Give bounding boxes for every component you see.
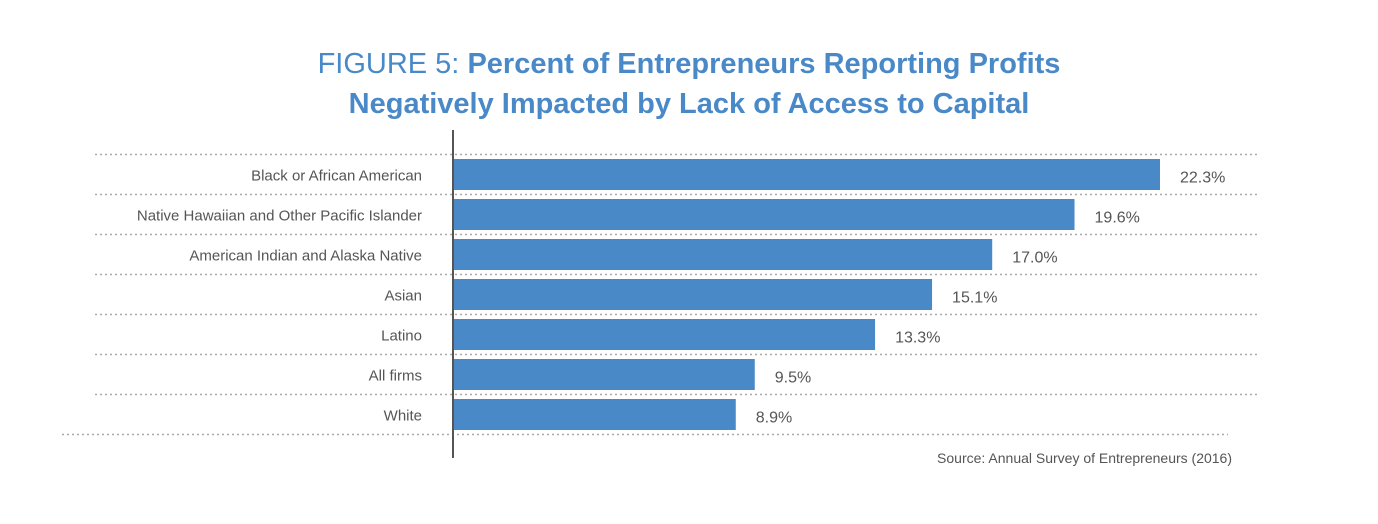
- value-label: 13.3%: [895, 330, 940, 347]
- value-label: 8.9%: [756, 410, 792, 427]
- category-label: Black or African American: [251, 168, 422, 185]
- bars: [454, 159, 1160, 430]
- source-note: Source: Annual Survey of Entrepreneurs (…: [937, 450, 1232, 466]
- figure-label: FIGURE 5:: [317, 48, 460, 80]
- value-label: 9.5%: [775, 370, 811, 387]
- bar: [454, 359, 755, 390]
- value-label: 17.0%: [1012, 250, 1057, 267]
- value-label: 22.3%: [1180, 170, 1225, 187]
- title-line-1: Percent of Entrepreneurs Reporting Profi…: [467, 48, 1061, 80]
- chart-title: FIGURE 5: Percent of Entrepreneurs Repor…: [0, 44, 1378, 124]
- category-label: Asian: [384, 288, 422, 305]
- bar: [454, 239, 993, 270]
- category-label: White: [384, 408, 422, 425]
- value-label: 19.6%: [1095, 210, 1140, 227]
- bar: [454, 399, 736, 430]
- category-label: All firms: [369, 368, 422, 385]
- value-labels: 22.3% 19.6% 17.0% 15.1% 13.3% 9.5% 8.9%: [756, 170, 1226, 427]
- title-line-2: Negatively Impacted by Lack of Access to…: [348, 88, 1030, 120]
- category-label: Native Hawaiian and Other Pacific Island…: [137, 208, 422, 225]
- bar: [454, 319, 876, 350]
- category-label: Latino: [381, 328, 422, 345]
- value-label: 15.1%: [952, 290, 997, 307]
- bar: [454, 279, 933, 310]
- bar: [454, 199, 1075, 230]
- category-labels: Black or African American Native Hawaiian…: [137, 168, 422, 425]
- category-label: American Indian and Alaska Native: [189, 248, 422, 265]
- bar: [454, 159, 1160, 190]
- gridlines: [62, 153, 1258, 436]
